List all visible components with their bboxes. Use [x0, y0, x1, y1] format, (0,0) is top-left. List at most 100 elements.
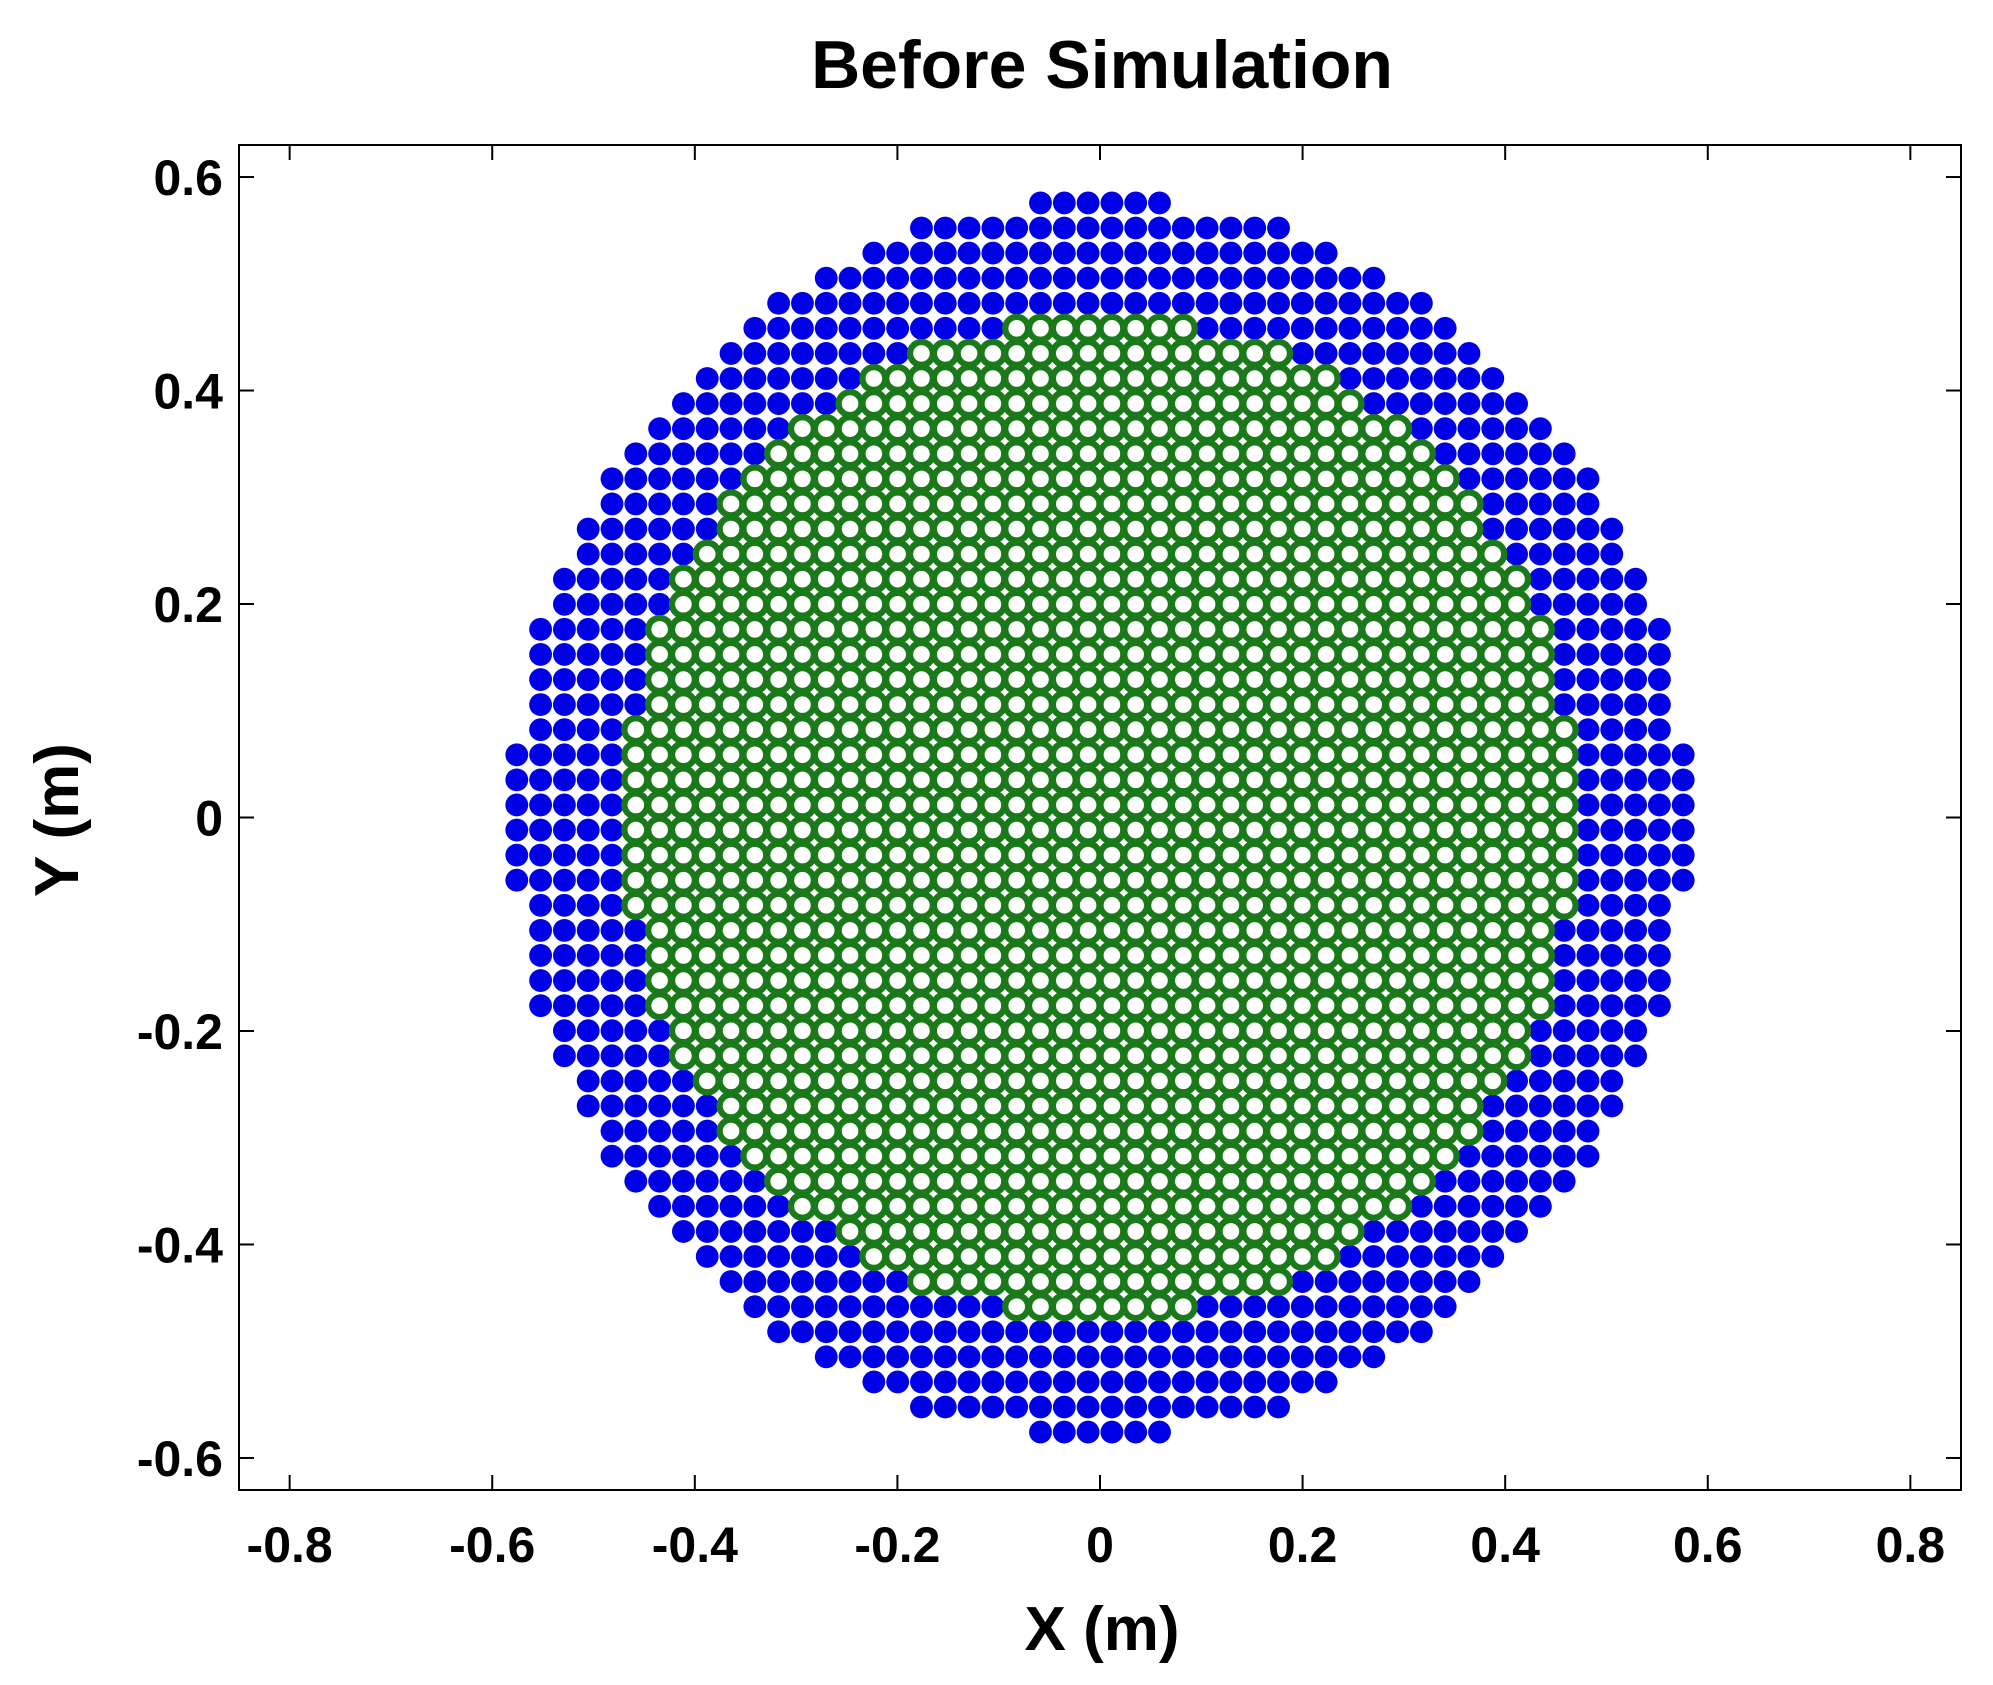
particle-point [692, 940, 722, 971]
particle-point [1671, 843, 1695, 867]
particle-point [1359, 790, 1389, 820]
particle-point [957, 241, 981, 265]
particle-point [1263, 1191, 1294, 1221]
particle-point [576, 994, 600, 1018]
particle-point [764, 815, 794, 845]
particle-point [1263, 865, 1294, 895]
particle-point [1073, 1141, 1103, 1171]
particle-point [1025, 840, 1056, 870]
particle-point [695, 1169, 719, 1193]
particle-point [1478, 664, 1508, 695]
particle-point [981, 291, 1005, 315]
y-tick-label: -0.2 [137, 1004, 223, 1060]
particle-point [1502, 991, 1532, 1021]
particle-point [645, 940, 675, 971]
particle-point [1168, 765, 1198, 795]
particle-point [1073, 740, 1103, 770]
particle-point [1359, 1191, 1389, 1221]
particle-point [1311, 940, 1341, 971]
particle-point [1600, 768, 1624, 792]
particle-point [1073, 1066, 1103, 1096]
particle-point [978, 1166, 1008, 1196]
particle-point [1025, 991, 1056, 1021]
particle-point [740, 564, 770, 594]
particle-point [1382, 1116, 1413, 1146]
particle-point [930, 539, 960, 569]
particle-point [529, 768, 553, 792]
particle-point [1478, 740, 1508, 770]
particle-point [1430, 991, 1460, 1021]
particle-point [978, 940, 1008, 971]
particle-point [1600, 1094, 1624, 1118]
particle-point [1647, 617, 1671, 641]
particle-point [978, 915, 1008, 945]
particle-point [954, 1116, 984, 1146]
particle-point [1454, 765, 1484, 795]
particle-point [1097, 690, 1127, 720]
particle-point [1382, 1191, 1413, 1221]
particle-point [814, 367, 838, 390]
particle-point [886, 1270, 910, 1294]
particle-point [1049, 690, 1079, 720]
particle-point [1097, 740, 1127, 770]
particle-point [1216, 1116, 1246, 1146]
particle-point [1624, 893, 1648, 917]
particle-point [1311, 790, 1341, 820]
particle-point [1073, 765, 1103, 795]
particle-point [1525, 815, 1555, 845]
particle-point [1359, 1091, 1389, 1121]
particle-point [1406, 790, 1436, 820]
particle-point [600, 643, 624, 666]
particle-point [1647, 668, 1671, 691]
particle-point [743, 1270, 767, 1294]
particle-point [811, 790, 841, 820]
particle-point [1624, 918, 1648, 942]
particle-point [645, 840, 675, 870]
particle-point [787, 840, 818, 870]
particle-point [764, 965, 794, 996]
particle-point [1052, 266, 1076, 290]
particle-point [740, 715, 770, 745]
particle-point [835, 1091, 865, 1121]
particle-point [1525, 991, 1555, 1021]
particle-point [740, 1091, 770, 1121]
particle-point [1311, 439, 1341, 469]
particle-point [1100, 1370, 1124, 1394]
particle-point [1049, 614, 1079, 644]
particle-point [1505, 392, 1528, 416]
particle-point [1481, 517, 1505, 541]
particle-point [1600, 668, 1624, 691]
particle-point [933, 291, 957, 315]
particle-point [695, 467, 719, 491]
particle-point [1121, 639, 1151, 670]
particle-point [1219, 1320, 1243, 1344]
particle-point [1073, 690, 1103, 720]
particle-point [672, 1069, 695, 1093]
particle-point [529, 743, 553, 767]
particle-point [1168, 1066, 1198, 1096]
particle-point [1314, 1345, 1338, 1369]
particle-point [1049, 1191, 1079, 1221]
particle-point [1430, 614, 1460, 644]
particle-point [600, 868, 624, 892]
particle-point [906, 890, 937, 920]
particle-point [672, 392, 695, 416]
particle-point [1097, 1267, 1127, 1297]
particle-point [1311, 1041, 1341, 1071]
particle-point [1049, 1166, 1079, 1196]
particle-point [1002, 1091, 1032, 1121]
particle-point [1216, 940, 1246, 971]
particle-point [978, 539, 1008, 569]
particle-point [835, 690, 865, 720]
particle-point [1335, 414, 1365, 444]
particle-point [835, 614, 865, 644]
particle-point [811, 815, 841, 845]
particle-point [1216, 815, 1246, 845]
particle-point [1505, 442, 1528, 466]
particle-point [1192, 840, 1222, 870]
particle-point [811, 1166, 841, 1196]
particle-point [906, 740, 937, 770]
particle-point [1052, 1320, 1076, 1344]
particle-point [978, 965, 1008, 996]
particle-point [1195, 1395, 1219, 1419]
